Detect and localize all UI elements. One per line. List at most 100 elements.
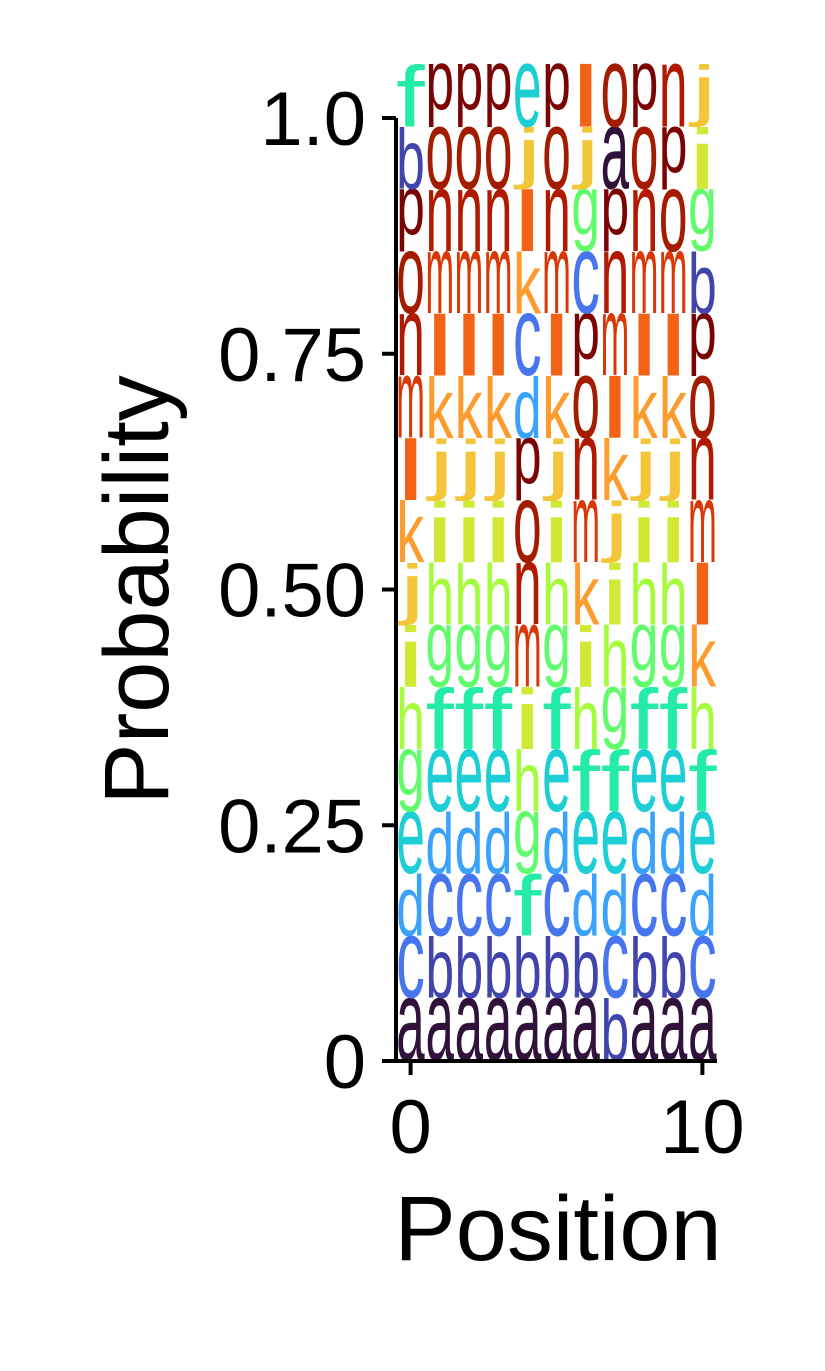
logo-letter-o-pos-10: o bbox=[688, 333, 717, 462]
logo-letter-c-pos-2: c bbox=[455, 833, 484, 961]
logo-letter-b-pos-1: b bbox=[425, 920, 454, 1016]
logo-letter-i-pos-0: i bbox=[396, 610, 425, 705]
logo-letter-g-pos-6: g bbox=[571, 158, 600, 252]
logo-letter-b-pos-2: b bbox=[455, 920, 484, 1016]
logo-letter-c-pos-4: c bbox=[513, 273, 542, 401]
logo-letter-o-pos-2: o bbox=[455, 84, 484, 213]
logo-letter-f-pos-2: f bbox=[455, 672, 484, 767]
y-tick-label: 0.50 bbox=[218, 549, 366, 634]
y-tick-label: 0.75 bbox=[218, 313, 366, 398]
logo-letter-j-pos-9: j bbox=[659, 426, 688, 501]
x-tick-label: 0 bbox=[389, 1085, 431, 1170]
logo-letter-c-pos-1: c bbox=[425, 833, 454, 961]
logo-letter-g-pos-3: g bbox=[484, 594, 513, 688]
logo-letter-p-pos-4: p bbox=[513, 407, 542, 501]
logo-letter-h-pos-7: h bbox=[601, 609, 630, 705]
logo-letter-j-pos-3: j bbox=[484, 426, 513, 501]
logo-letter-p-pos-1: p bbox=[425, 32, 454, 128]
logo-letter-g-pos-0: g bbox=[396, 718, 425, 812]
logo-letter-j-pos-0: j bbox=[396, 551, 425, 626]
logo-letter-j-pos-10: j bbox=[688, 51, 717, 127]
logo-letter-j-pos-2: j bbox=[454, 426, 483, 501]
logo-letter-k-pos-10: k bbox=[688, 611, 717, 706]
logo-letter-k-pos-7: k bbox=[601, 424, 630, 519]
logo-letter-n-pos-10: n bbox=[688, 395, 717, 524]
logo-letter-m-pos-2: m bbox=[455, 210, 484, 339]
logo-letter-m-pos-8: m bbox=[630, 210, 659, 339]
logo-letter-l-pos-4: l bbox=[513, 175, 542, 270]
logo-letter-m-pos-0: m bbox=[396, 334, 425, 463]
logo-letter-g-pos-9: g bbox=[659, 594, 688, 688]
logo-letter-d-pos-10: d bbox=[688, 858, 717, 954]
logo-letter-l-pos-9: l bbox=[659, 299, 688, 394]
logo-letter-e-pos-10: e bbox=[688, 769, 717, 898]
logo-letter-j-pos-1: j bbox=[425, 426, 454, 501]
y-axis-title: Probability bbox=[86, 375, 188, 805]
logo-letter-n-pos-4: n bbox=[513, 520, 542, 649]
logo-letter-i-pos-8: i bbox=[630, 486, 659, 581]
logo-letter-o-pos-1: o bbox=[425, 84, 454, 213]
logo-letter-e-pos-2: e bbox=[455, 706, 484, 835]
logo-letter-h-pos-0: h bbox=[396, 671, 425, 767]
logo-letter-c-pos-5: c bbox=[542, 833, 571, 961]
logo-letter-h-pos-3: h bbox=[484, 547, 513, 643]
logo-letter-k-pos-1: k bbox=[425, 362, 454, 457]
logo-letter-k-pos-5: k bbox=[542, 362, 571, 457]
x-axis-title: Position bbox=[394, 1178, 721, 1280]
logo-letter-m-pos-1: m bbox=[425, 210, 454, 339]
logo-letter-n-pos-8: n bbox=[630, 146, 659, 275]
logo-letter-o-pos-4: o bbox=[513, 457, 542, 586]
logo-letter-l-pos-0: l bbox=[396, 423, 425, 518]
logo-letter-b-pos-8: b bbox=[630, 920, 659, 1016]
logo-letter-k-pos-6: k bbox=[571, 549, 600, 644]
logo-letter-c-pos-0: c bbox=[396, 895, 425, 1023]
logo-letter-n-pos-2: n bbox=[455, 146, 484, 275]
logo-letter-k-pos-0: k bbox=[396, 487, 425, 582]
logo-letter-d-pos-4: d bbox=[513, 360, 542, 456]
logo-letter-d-pos-0: d bbox=[396, 858, 425, 954]
logo-letter-p-pos-10: p bbox=[688, 283, 717, 377]
logo-letter-p-pos-5: p bbox=[542, 32, 571, 128]
logo-letter-b-pos-5: b bbox=[542, 920, 571, 1016]
logo-letter-c-pos-6: c bbox=[571, 210, 600, 338]
logo-letter-i-pos-1: i bbox=[425, 486, 454, 581]
logo-letter-k-pos-8: k bbox=[630, 362, 659, 457]
logo-letter-f-pos-7: f bbox=[601, 734, 630, 829]
logo-letter-e-pos-8: e bbox=[630, 706, 659, 835]
logo-letter-f-pos-5: f bbox=[542, 672, 571, 767]
logo-letter-o-pos-9: o bbox=[659, 146, 688, 275]
logo-letter-i-pos-3: i bbox=[484, 486, 513, 581]
logo-letter-i-pos-9: i bbox=[659, 486, 688, 581]
logo-letter-a-pos-7: a bbox=[601, 84, 630, 213]
logo-letter-e-pos-7: e bbox=[601, 769, 630, 898]
logo-letter-p-pos-8: p bbox=[630, 32, 659, 128]
logo-letter-b-pos-10: b bbox=[688, 236, 717, 332]
logo-letter-n-pos-0: n bbox=[396, 271, 425, 400]
logo-letter-b-pos-9: b bbox=[659, 920, 688, 1016]
y-tick-label: 0.25 bbox=[218, 784, 366, 869]
logo-letter-b-pos-6: b bbox=[571, 920, 600, 1016]
logo-letter-f-pos-6: f bbox=[571, 734, 600, 829]
logo-letter-m-pos-9: m bbox=[659, 210, 688, 339]
logo-letter-b-pos-3: b bbox=[484, 920, 513, 1016]
logo-letter-e-pos-0: e bbox=[396, 769, 425, 898]
logo-letter-l-pos-8: l bbox=[630, 299, 659, 394]
logo-letter-m-pos-6: m bbox=[571, 459, 600, 588]
logo-letter-c-pos-10: c bbox=[688, 895, 717, 1023]
logo-letter-f-pos-1: f bbox=[425, 672, 454, 767]
logo-letter-d-pos-9: d bbox=[659, 796, 688, 892]
logo-letter-d-pos-8: d bbox=[630, 796, 659, 892]
logo-letter-p-pos-9: p bbox=[659, 96, 688, 190]
logo-letter-j-pos-6: j bbox=[571, 115, 600, 190]
logo-letter-o-pos-5: o bbox=[542, 84, 571, 213]
logo-letter-n-pos-3: n bbox=[484, 146, 513, 275]
logo-letter-g-pos-8: g bbox=[630, 594, 659, 688]
logo-letter-m-pos-3: m bbox=[484, 210, 513, 339]
logo-letter-d-pos-2: d bbox=[455, 796, 484, 892]
logo-letter-d-pos-5: d bbox=[542, 796, 571, 892]
logo-letter-f-pos-10: f bbox=[688, 734, 717, 829]
logo-letter-c-pos-7: c bbox=[601, 895, 630, 1023]
y-tick-label: 0 bbox=[324, 1020, 366, 1105]
logo-letter-i-pos-2: i bbox=[455, 486, 484, 581]
